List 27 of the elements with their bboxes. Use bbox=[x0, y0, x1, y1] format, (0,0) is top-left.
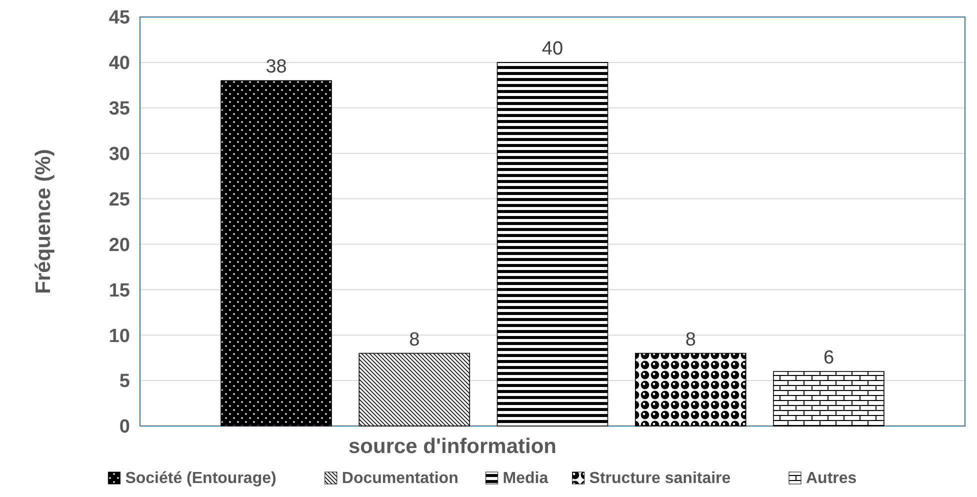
legend-label: Media bbox=[502, 470, 548, 487]
bar bbox=[634, 352, 746, 426]
bar bbox=[220, 80, 332, 426]
y-tick-label: 10 bbox=[108, 326, 130, 347]
data-label: 38 bbox=[266, 56, 287, 78]
bar bbox=[358, 352, 470, 426]
legend-label: Société (Entourage) bbox=[125, 470, 276, 487]
y-tick-label: 35 bbox=[108, 98, 130, 120]
bar bbox=[496, 62, 608, 426]
legend-label: Autres bbox=[806, 470, 857, 487]
data-label: 6 bbox=[823, 347, 834, 368]
y-axis-title: Fréquence (%) bbox=[32, 149, 55, 294]
y-tick-label: 30 bbox=[108, 144, 130, 165]
y-tick-label: 15 bbox=[108, 280, 130, 302]
y-tick-label: 45 bbox=[108, 8, 130, 29]
data-label: 8 bbox=[409, 329, 420, 350]
data-label: 8 bbox=[685, 329, 696, 350]
y-tick-label: 40 bbox=[108, 53, 130, 74]
y-tick-label: 25 bbox=[108, 189, 130, 210]
x-axis-title: source d'information bbox=[348, 435, 557, 458]
y-tick-label: 20 bbox=[108, 234, 130, 256]
bar bbox=[773, 371, 884, 426]
data-label: 40 bbox=[542, 38, 564, 60]
legend-label: Documentation bbox=[342, 470, 458, 487]
legend-label: Structure sanitaire bbox=[589, 470, 731, 487]
y-tick-label: 5 bbox=[119, 371, 130, 392]
y-tick-label: 0 bbox=[119, 416, 130, 438]
